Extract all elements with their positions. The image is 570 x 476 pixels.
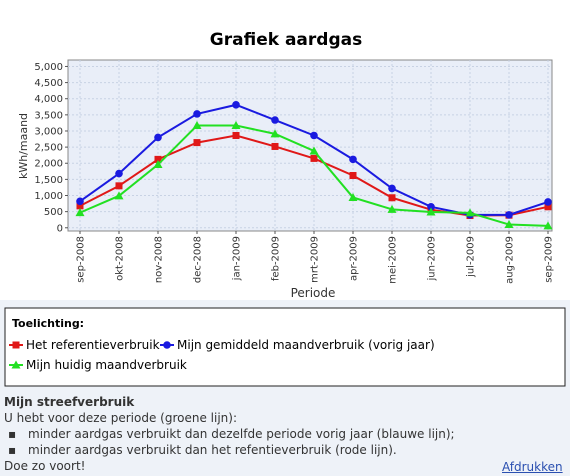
plot-area bbox=[67, 59, 553, 232]
point bbox=[76, 202, 84, 210]
point bbox=[426, 207, 436, 216]
point bbox=[231, 120, 241, 129]
x-tick-label: aug-2009 bbox=[505, 236, 516, 284]
point bbox=[505, 211, 513, 219]
advice-closing: Doe zo voort! bbox=[4, 459, 86, 473]
legend-label: Mijn huidig maandverbruik bbox=[26, 358, 187, 372]
x-tick-label: nov-2008 bbox=[154, 236, 165, 283]
point bbox=[310, 131, 318, 140]
x-tick-label: sep-2009 bbox=[544, 236, 555, 283]
x-axis-label: Periode bbox=[291, 286, 336, 300]
point bbox=[388, 184, 396, 193]
advice-title: Mijn streefverbruik bbox=[4, 395, 135, 409]
point bbox=[504, 220, 514, 229]
chart: Grafiek aardgas kWh/maand Periode Toelic… bbox=[4, 30, 566, 387]
point bbox=[163, 341, 171, 349]
point bbox=[154, 133, 162, 142]
legend-label: Mijn gemiddeld maandverbruik (vorig jaar… bbox=[177, 338, 435, 352]
y-tick-label: 5,000 bbox=[34, 62, 63, 73]
x-tick-label: feb-2009 bbox=[271, 236, 282, 281]
point bbox=[114, 191, 124, 200]
point bbox=[271, 116, 279, 124]
x-tick-label: jan-2009 bbox=[232, 236, 243, 281]
x-tick-label: mrt-2009 bbox=[310, 236, 321, 283]
y-tick-label: 3,000 bbox=[34, 126, 63, 137]
point bbox=[232, 101, 240, 109]
point bbox=[349, 172, 357, 180]
legend-label: Het referentieverbruik bbox=[26, 338, 160, 352]
x-tick-label: sep-2008 bbox=[76, 236, 87, 283]
point bbox=[193, 139, 201, 147]
y-tick-label: 2,000 bbox=[34, 159, 63, 170]
point bbox=[192, 120, 202, 129]
x-tick-label: okt-2008 bbox=[115, 236, 126, 281]
point bbox=[153, 160, 163, 169]
x-tick-label: apr-2009 bbox=[349, 236, 360, 281]
point bbox=[543, 221, 553, 230]
x-tick-label: dec-2008 bbox=[193, 236, 204, 283]
advice-bullet: minder aardgas verbruikt dan het refenti… bbox=[28, 443, 397, 457]
point bbox=[387, 204, 397, 213]
point bbox=[75, 208, 85, 217]
bullet-icon: ▪ bbox=[8, 427, 17, 441]
point bbox=[349, 155, 357, 164]
point bbox=[544, 198, 552, 206]
point bbox=[465, 208, 475, 217]
point bbox=[232, 131, 240, 139]
chart-title: Grafiek aardgas bbox=[210, 30, 362, 50]
y-tick-label: 1,000 bbox=[34, 191, 63, 202]
print-link[interactable]: Afdrukken bbox=[502, 460, 563, 474]
y-tick-label: 4,000 bbox=[34, 94, 63, 105]
point bbox=[427, 203, 435, 211]
legend-title: Toelichting: bbox=[12, 317, 84, 330]
bullet-icon: ▪ bbox=[8, 443, 17, 457]
y-tick-label: 0 bbox=[57, 223, 63, 234]
advice-intro: U hebt voor deze periode (groene lijn): bbox=[4, 411, 238, 425]
point bbox=[154, 155, 162, 163]
point bbox=[193, 110, 201, 118]
point bbox=[388, 194, 396, 202]
point bbox=[115, 169, 123, 178]
point bbox=[310, 154, 318, 162]
y-tick-label: 3,500 bbox=[34, 110, 63, 121]
y-tick-label: 500 bbox=[44, 207, 63, 218]
y-axis-label: kWh/maand bbox=[17, 113, 30, 179]
point bbox=[115, 182, 123, 190]
point bbox=[76, 197, 84, 206]
legend-box bbox=[4, 307, 566, 387]
point bbox=[270, 129, 280, 138]
x-tick-label: mei-2009 bbox=[388, 236, 399, 284]
point bbox=[348, 192, 358, 201]
x-tick-label: jul-2009 bbox=[466, 236, 477, 278]
point bbox=[12, 341, 20, 349]
y-tick-label: 4,500 bbox=[34, 78, 63, 89]
point bbox=[309, 146, 319, 155]
point bbox=[544, 203, 552, 211]
y-tick-label: 1,500 bbox=[34, 175, 63, 186]
advice-bullet: minder aardgas verbruikt dan dezelfde pe… bbox=[28, 427, 455, 441]
x-tick-label: jun-2009 bbox=[427, 236, 438, 282]
point bbox=[11, 360, 21, 369]
y-tick-label: 2,500 bbox=[34, 143, 63, 154]
point bbox=[271, 142, 279, 150]
